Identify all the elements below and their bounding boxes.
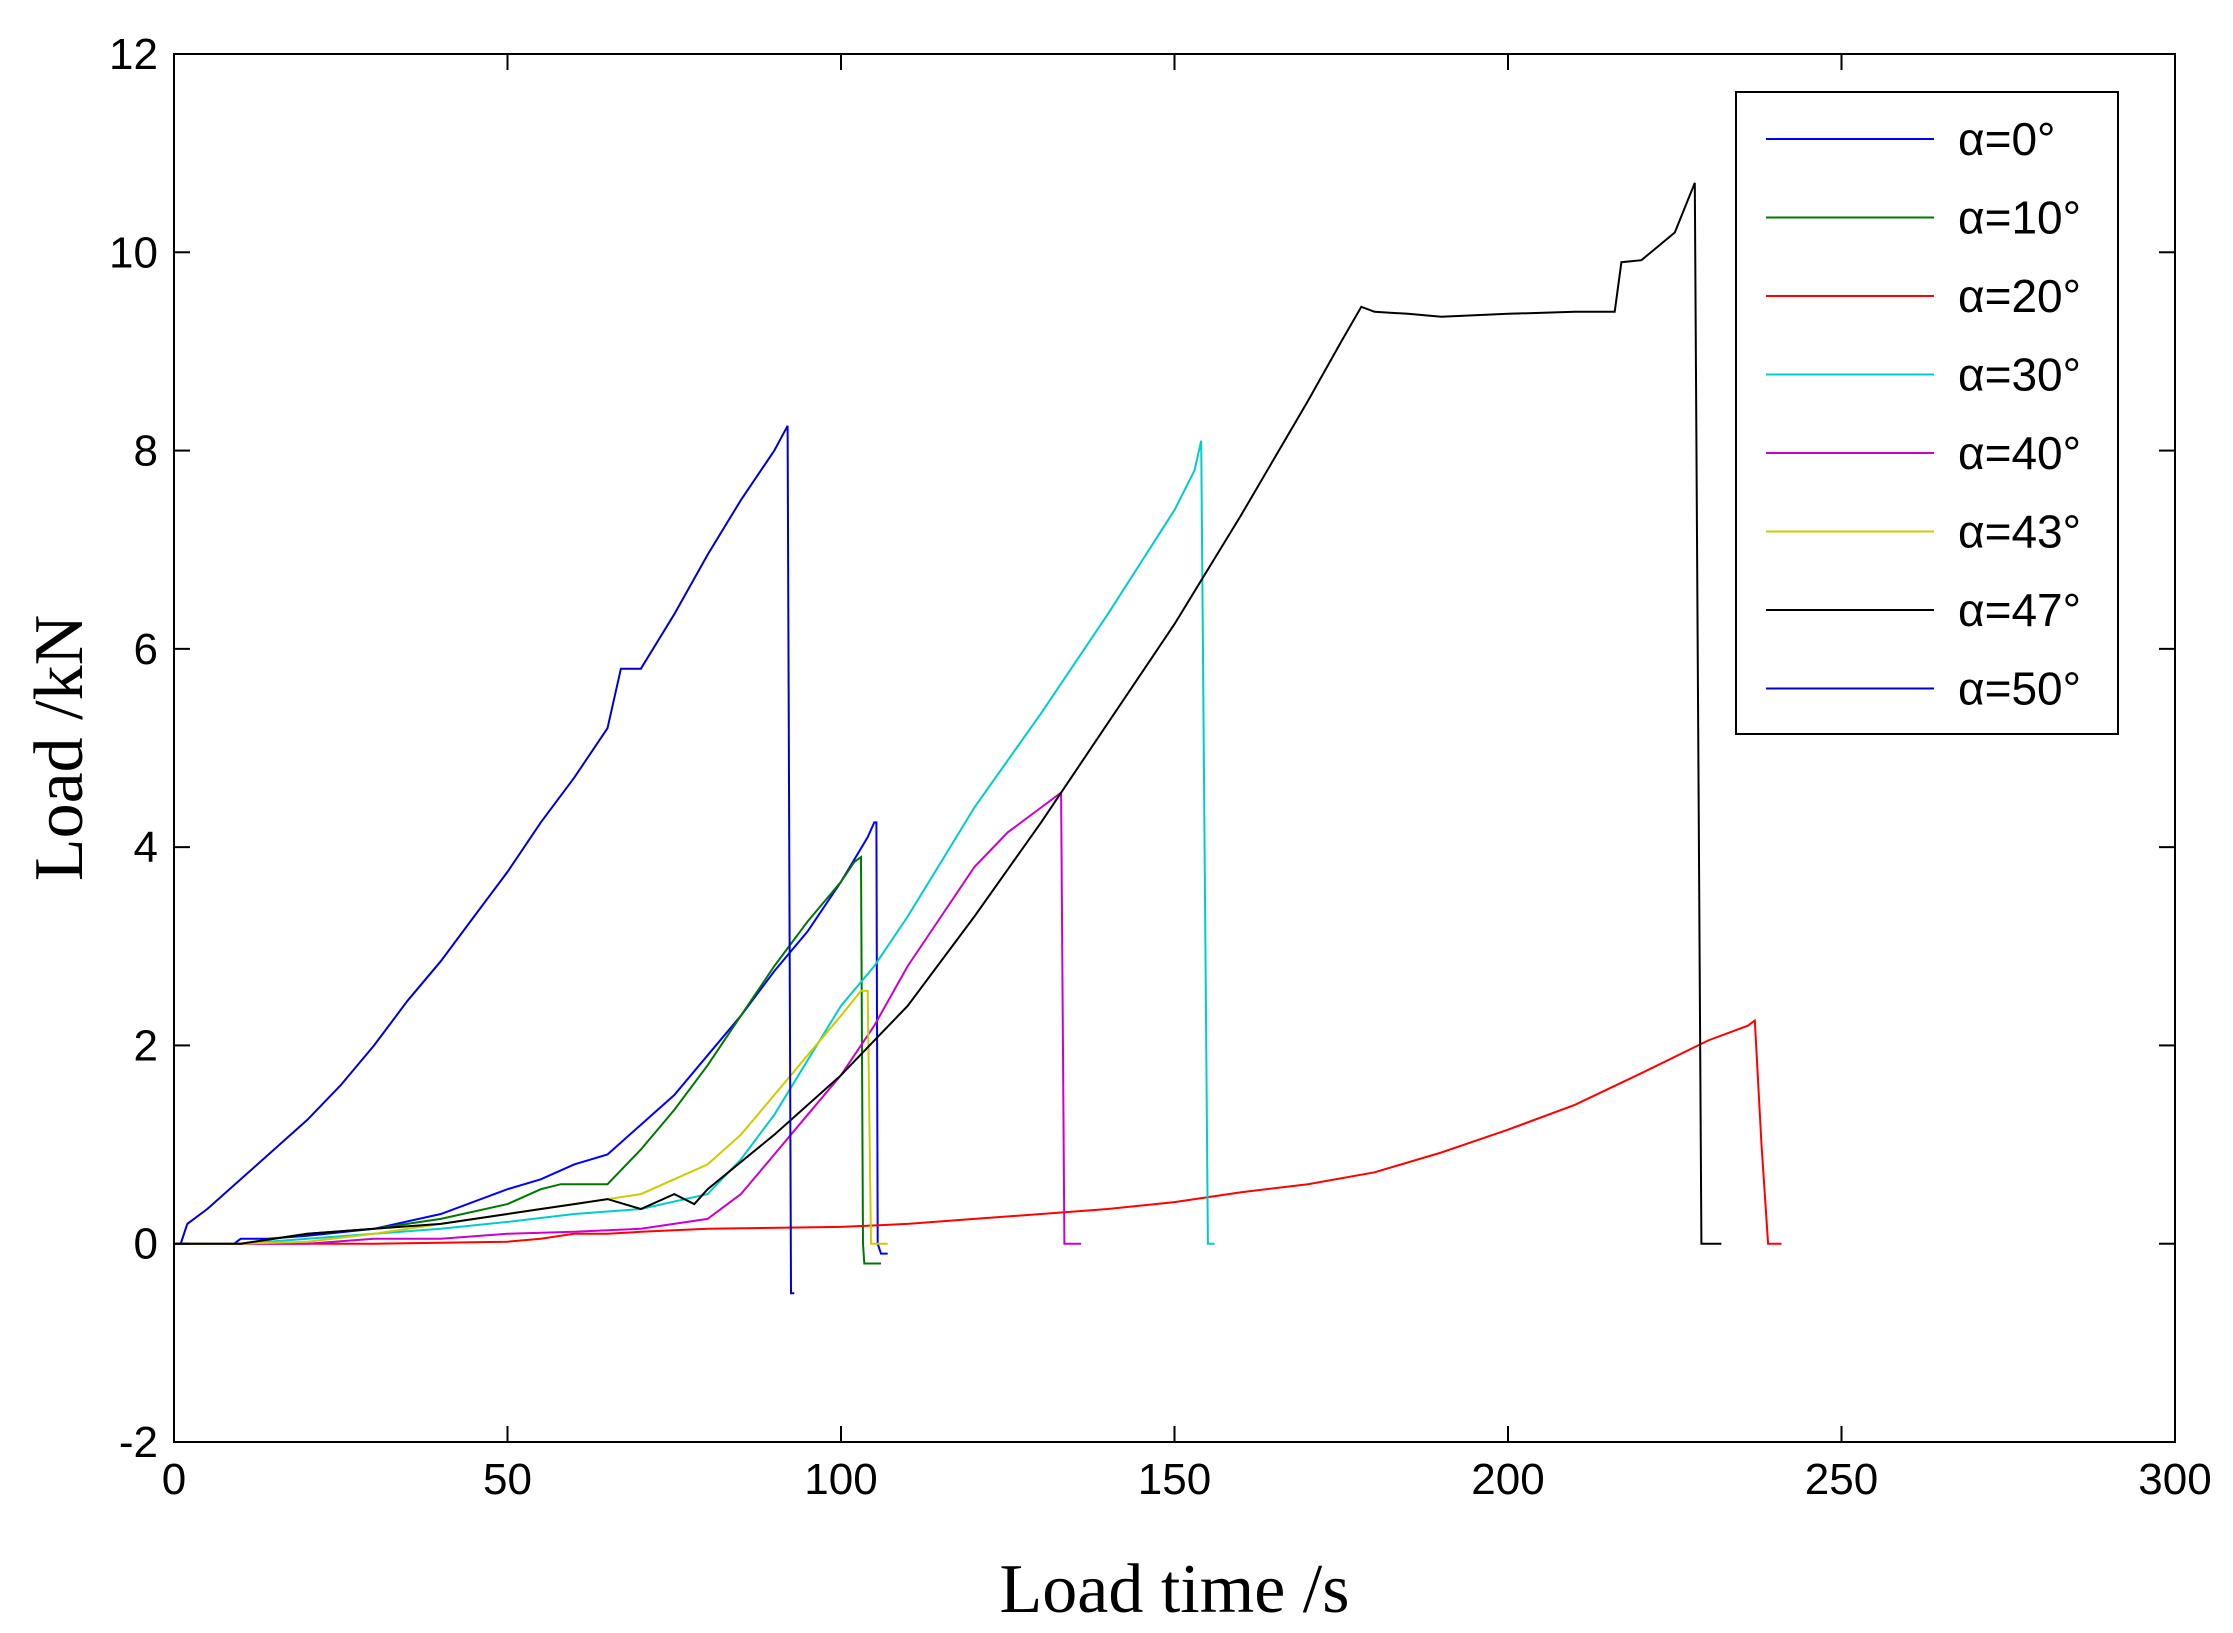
x-tick-label: 250	[1805, 1455, 1878, 1504]
legend-label: α=40°	[1958, 427, 2081, 479]
y-tick-label: 8	[134, 427, 158, 476]
y-tick-label: 12	[109, 30, 158, 79]
series-line-4	[174, 790, 1082, 1245]
series-line-0	[174, 821, 888, 1255]
y-tick-label: 10	[109, 228, 158, 277]
legend-label: α=47°	[1958, 584, 2081, 636]
series-line-3	[174, 440, 1215, 1245]
legend-label: α=10°	[1958, 192, 2081, 244]
x-tick-label: 300	[2138, 1455, 2211, 1504]
y-tick-label: 4	[134, 823, 158, 872]
x-tick-label: 0	[162, 1455, 186, 1504]
legend-box	[1735, 91, 2119, 735]
legend-label: α=30°	[1958, 349, 2081, 401]
series-line-5	[174, 989, 888, 1245]
series-line-2	[174, 1018, 1782, 1245]
x-tick-label: 200	[1471, 1455, 1544, 1504]
y-tick-label: 2	[134, 1021, 158, 1070]
x-tick-label: 100	[804, 1455, 877, 1504]
series-lines	[174, 182, 1782, 1295]
legend: α=0° α=10° α=20° α=30° α=40° α=43° α=47° α=50°	[1735, 91, 2119, 735]
x-axis-title: Load time /s	[1000, 1551, 1350, 1628]
x-tick-label: 50	[483, 1455, 532, 1504]
series-line-6	[174, 182, 1722, 1245]
axis-ticks	[173, 53, 2176, 1443]
y-tick-label: -2	[119, 1418, 158, 1467]
legend-label: α=50°	[1958, 663, 2081, 715]
x-tick-label: 150	[1138, 1455, 1211, 1504]
series-line-7	[174, 425, 795, 1295]
y-axis-title: Load /kN	[21, 615, 98, 881]
legend-label: α=20°	[1958, 270, 2081, 322]
series-line-1	[174, 855, 881, 1265]
legend-label: α=0°	[1958, 113, 2055, 165]
y-tick-label: 6	[134, 625, 158, 674]
legend-label: α=43°	[1958, 506, 2081, 558]
y-tick-label: 0	[134, 1220, 158, 1269]
